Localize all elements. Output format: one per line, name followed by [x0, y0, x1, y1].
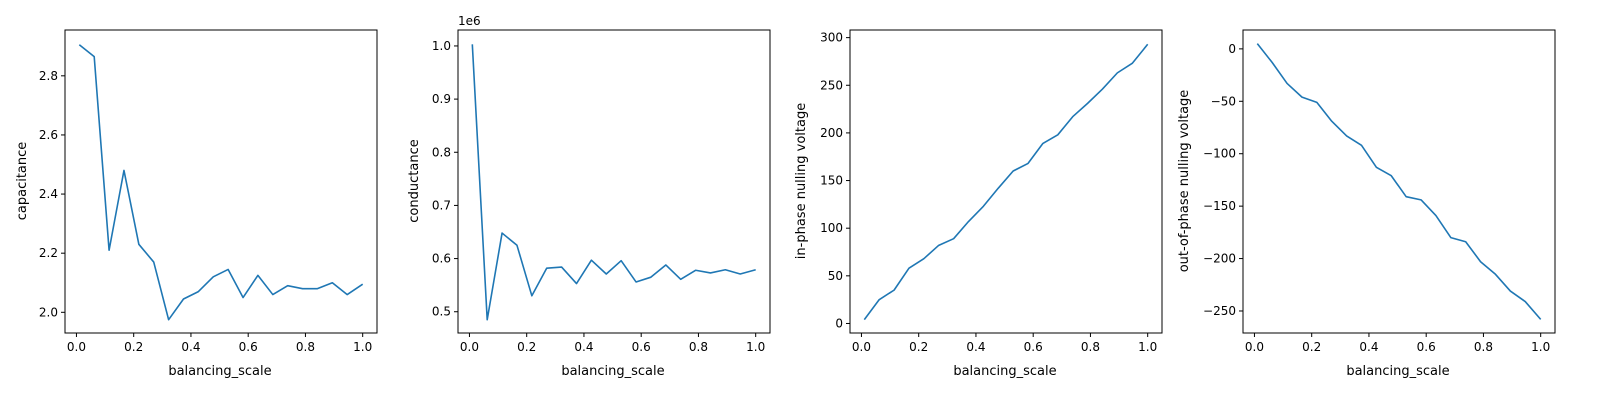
x-tick-label: 0.8: [689, 340, 708, 354]
x-tick-label: 0.6: [632, 340, 651, 354]
x-axis-label: balancing_scale: [953, 364, 1056, 379]
y-tick-label: 2.2: [39, 246, 58, 260]
y-tick-label: 2.4: [39, 187, 58, 201]
axes-frame: [849, 29, 1163, 334]
y-tick-label: 0.8: [432, 145, 451, 159]
x-tick-label: 0.2: [1302, 340, 1321, 354]
x-tick-label: 0.0: [852, 340, 871, 354]
x-tick-label: 0.6: [239, 340, 258, 354]
series-line: [78, 44, 364, 321]
y-axis-label: capacitance: [15, 142, 30, 221]
y-axis-label: out-of-phase nulling voltage: [1177, 90, 1192, 273]
x-tick-label: 0.0: [460, 340, 479, 354]
y-tick-label: 250: [820, 78, 843, 92]
y-tick-label: 300: [820, 31, 843, 45]
y-tick-label: 150: [820, 174, 843, 188]
x-tick-label: 0.8: [1474, 340, 1493, 354]
x-axis-label: balancing_scale: [168, 364, 271, 379]
y-tick-label: −50: [1211, 94, 1236, 108]
x-tick-label: 1.0: [353, 340, 372, 354]
x-tick-label: 0.0: [67, 340, 86, 354]
subplot-conductance: 1e6 balancing_scale conductance 0.0 0.2 0.…: [407, 14, 771, 379]
y-tick-label: 0: [1228, 42, 1236, 56]
x-tick-label: 0.8: [1081, 340, 1100, 354]
y-offset-label: 1e6: [458, 14, 481, 28]
x-tick-label: 0.2: [124, 340, 143, 354]
y-tick-label: 0: [835, 316, 843, 330]
y-axis-label: in-phase nulling voltage: [794, 103, 809, 259]
y-tick-label: 1.0: [432, 39, 451, 53]
y-tick-label: −100: [1203, 147, 1236, 161]
series-line: [471, 44, 756, 321]
x-tick-label: 0.4: [181, 340, 200, 354]
subplot-out-of-phase-nulling-voltage: balancing_scale out-of-phase nulling vol…: [1177, 29, 1556, 379]
y-tick-label: −200: [1203, 252, 1236, 266]
series-line: [1256, 43, 1542, 320]
x-tick-label: 0.2: [909, 340, 928, 354]
y-tick-label: 2.6: [39, 128, 58, 142]
y-axis-label: conductance: [407, 139, 422, 222]
y-tick-label: 100: [820, 221, 843, 235]
y-tick-label: 0.7: [432, 198, 451, 212]
subplot-in-phase-nulling-voltage: balancing_scale in-phase nulling voltage…: [794, 29, 1163, 379]
y-tick-label: 0.5: [432, 305, 451, 319]
x-tick-label: 0.4: [574, 340, 593, 354]
x-axis-label: balancing_scale: [561, 364, 664, 379]
x-tick-label: 0.6: [1024, 340, 1043, 354]
axes-frame: [457, 29, 771, 334]
axes-frame: [64, 29, 378, 334]
y-tick-label: 2.0: [39, 305, 58, 319]
axes-frame: [1242, 29, 1556, 334]
y-tick-label: 200: [820, 126, 843, 140]
x-tick-label: 0.0: [1245, 340, 1264, 354]
x-tick-label: 0.6: [1417, 340, 1436, 354]
x-tick-label: 0.4: [966, 340, 985, 354]
x-tick-label: 0.4: [1359, 340, 1378, 354]
x-tick-label: 0.2: [517, 340, 536, 354]
y-tick-label: 50: [828, 269, 843, 283]
y-tick-label: 0.6: [432, 252, 451, 266]
x-tick-label: 1.0: [1138, 340, 1157, 354]
y-tick-label: −150: [1203, 199, 1236, 213]
subplot-capacitance: balancing_scale capacitance 0.0 0.2 0.4 0.6…: [15, 29, 378, 379]
y-tick-label: 2.8: [39, 69, 58, 83]
x-tick-label: 1.0: [1531, 340, 1550, 354]
x-tick-label: 1.0: [746, 340, 765, 354]
y-tick-label: 0.9: [432, 92, 451, 106]
x-tick-label: 0.8: [296, 340, 315, 354]
series-line: [863, 43, 1149, 321]
y-tick-label: −250: [1203, 304, 1236, 318]
x-axis-label: balancing_scale: [1346, 364, 1449, 379]
